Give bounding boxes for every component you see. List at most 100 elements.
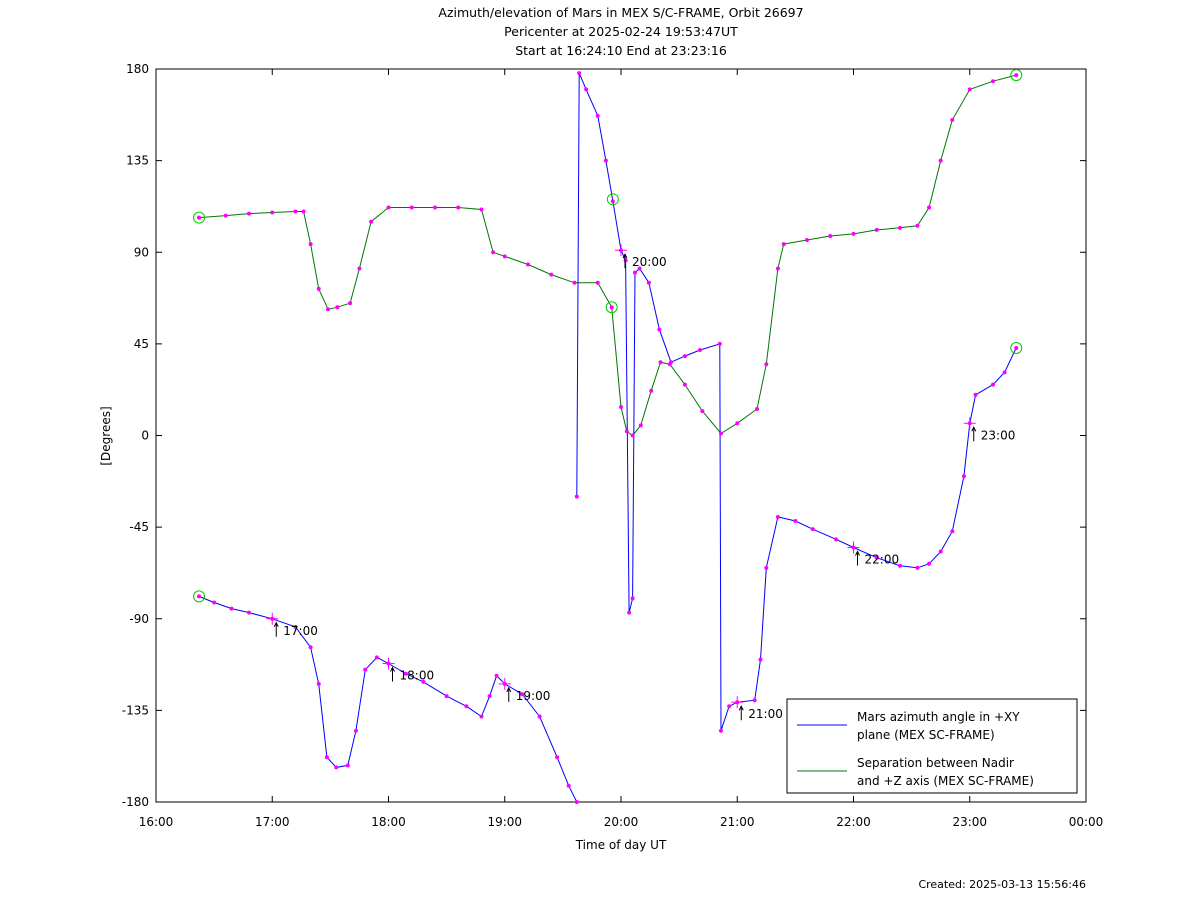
y-tick-label: -45 [129,520,149,534]
legend-entry: and +Z axis (MEX SC-FRAME) [857,774,1034,788]
data-point [603,158,608,163]
data-point [574,494,579,499]
legend-entry: plane (MEX SC-FRAME) [857,728,995,742]
data-point [727,704,732,709]
time-label-arrowhead [390,666,395,672]
data-point [938,549,943,554]
data-point [572,280,577,285]
data-point [619,404,623,409]
legend-entry: Separation between Nadir [857,756,1014,770]
x-tick-label: 18:00 [371,815,406,829]
x-tick-label: 20:00 [604,815,639,829]
data-point [623,258,628,263]
data-point [345,763,350,768]
y-tick-label: 135 [126,154,149,168]
data-point [479,714,484,719]
data-point [630,433,635,438]
data-point [698,347,703,352]
data-point [764,362,769,367]
y-tick-label: -135 [122,703,149,717]
data-point [197,594,202,599]
time-label-arrowhead [738,705,744,711]
data-point [828,233,833,238]
data-point [456,205,461,210]
x-tick-label: 17:00 [255,815,290,829]
data-point [308,242,313,247]
endpoint-circle [1010,69,1023,82]
data-point [353,728,358,733]
data-point [657,327,662,332]
axes: 16:00 17:00 18:00 19:00 20:00 21:00 22:00 23:00… [122,62,1104,829]
data-point [433,205,437,210]
time-label-arrowhead [622,253,628,259]
data-point [755,407,760,412]
data-point [610,199,615,204]
data-point [700,409,705,414]
data-point [494,673,499,678]
endpoint-circle [193,211,206,224]
time-label-arrowhead [855,550,860,556]
data-point [537,714,542,719]
x-tick-label: 21:00 [720,815,755,829]
data-point [316,681,321,686]
data-point [735,421,740,426]
data-point [595,113,600,118]
data-point [752,698,757,703]
data-point [369,219,374,224]
x-tick-label: 19:00 [487,815,522,829]
data-point [805,238,809,243]
data-point [630,596,635,601]
data-point [386,205,391,210]
chart-title: Azimuth/elevation of Mars in MEX S/C-FRA… [438,5,803,58]
time-label-layer: 17:00 18:00 19:00 20:00 21:00 22:00 23:00 [273,253,1016,721]
data-point [950,529,955,534]
series-line-mars-azimuth-part2 [576,72,1017,731]
data-point [270,210,275,215]
data-point [915,223,920,228]
data-point [409,205,414,210]
time-label-arrowhead [506,686,512,693]
data-point [444,694,449,699]
time-label-arrowhead [273,621,279,627]
data-point [348,301,353,306]
x-tick-label: 00:00 [1069,815,1104,829]
data-point [627,610,632,615]
endpoint-circle [193,590,206,603]
endpoint-circle [606,193,619,206]
title-line-1: Azimuth/elevation of Mars in MEX S/C-FRA… [438,5,803,20]
data-point [682,382,687,387]
data-point [950,117,955,122]
time-label: 20:00 [632,255,667,269]
data-point [938,158,943,163]
data-point [961,474,966,479]
data-point [646,280,651,285]
x-tick-label: 22:00 [836,815,871,829]
data-point [212,600,217,605]
data-point [526,262,530,267]
data-point [229,606,234,611]
data-point [502,254,507,259]
legend-entry: Mars azimuth angle in +XY [857,710,1020,724]
endpoint-circle [1010,341,1023,354]
data-point [764,565,769,570]
data-point [915,565,920,570]
data-point [374,655,379,660]
time-label: 23:00 [981,428,1016,442]
data-point [293,209,298,214]
data-point [718,431,723,436]
data-point [491,250,496,255]
series-line-mars-azimuth [198,595,578,803]
data-point [595,280,600,285]
series-layer [198,72,1017,803]
y-tick-label: 45 [134,337,149,351]
y-tick-label: -90 [129,612,149,626]
data-point [197,215,202,220]
data-point [464,704,469,709]
data-point [637,266,642,271]
x-axis-label: Time of day UT [575,838,667,852]
data-point [632,270,637,275]
created-timestamp: Created: 2025-03-13 15:56:46 [918,878,1086,891]
x-tick-label: 23:00 [952,815,987,829]
data-point [927,205,932,210]
time-label-arrowhead [971,426,977,432]
